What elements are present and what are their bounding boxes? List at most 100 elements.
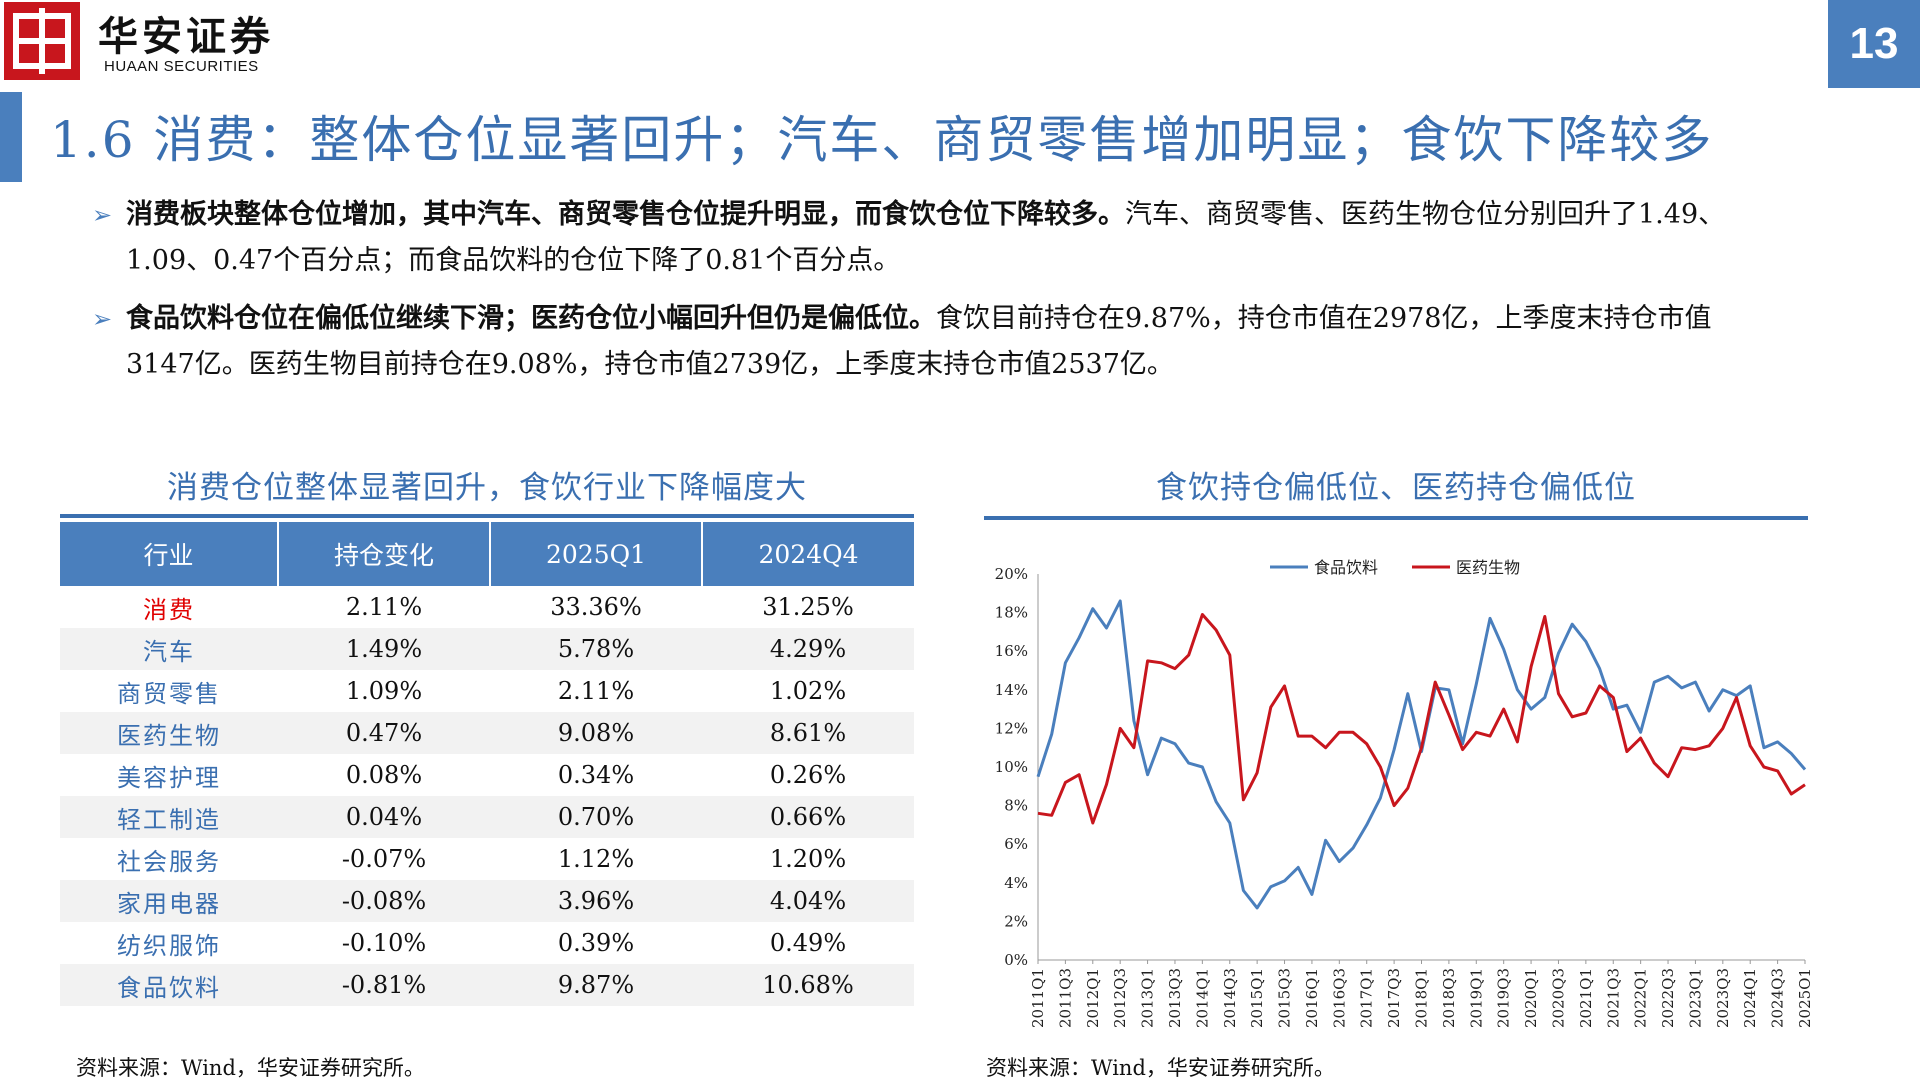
x-tick-label: 2020Q1: [1522, 968, 1540, 1028]
cell-industry: 消费: [143, 595, 195, 624]
cell-2025q1: 0.34%: [557, 761, 635, 789]
table-row: 家用电器 -0.08% 3.96% 4.04%: [60, 880, 914, 922]
cell-change: 1.09%: [345, 677, 423, 705]
x-tick-label: 2025Q1: [1796, 968, 1810, 1028]
table-title-rule: [60, 514, 914, 518]
bullet-2: ➢ 食品饮料仓位在偏低位继续下滑；医药仓位小幅回升但仍是偏低位。食饮目前持仓在9…: [92, 296, 1766, 388]
x-tick-label: 2023Q1: [1686, 968, 1704, 1028]
huaan-logo-icon: [4, 2, 80, 80]
y-tick-label: 0%: [1004, 951, 1028, 969]
cell-2025q1: 9.08%: [490, 712, 702, 754]
x-tick-label: 2021Q1: [1577, 968, 1595, 1028]
table-row: 纺织服饰 -0.10% 0.39% 0.49%: [60, 922, 914, 964]
x-tick-label: 2016Q3: [1330, 968, 1348, 1028]
table-row: 美容护理 0.08% 0.34% 0.26%: [60, 754, 914, 796]
legend-label: 医药生物: [1456, 558, 1520, 577]
y-tick-label: 10%: [995, 758, 1028, 776]
x-tick-label: 2015Q1: [1248, 968, 1266, 1028]
cell-2024q4: 10.68%: [702, 964, 914, 1006]
bullet-1-text: 汽车、商贸零售、医药生物仓位分别回升了1.49、1.09、0.47个百分点；而食…: [126, 199, 1726, 276]
table-row: 商贸零售 1.09% 2.11% 1.02%: [60, 670, 914, 712]
x-tick-label: 2014Q1: [1193, 968, 1211, 1028]
x-tick-label: 2022Q3: [1659, 968, 1677, 1028]
cell-2025q1: 0.70%: [490, 796, 702, 838]
cell-2025q1: 33.36%: [550, 593, 642, 621]
cell-industry: 食品饮料: [60, 964, 278, 1006]
x-tick-label: 2013Q3: [1166, 968, 1184, 1028]
industry-position-table: 行业 持仓变化 2025Q1 2024Q4 消费 2.11% 33.36% 31.25…: [60, 522, 914, 1006]
cell-industry: 医药生物: [60, 712, 278, 754]
cell-2024q4: 0.26%: [769, 761, 847, 789]
cell-2025q1: 3.96%: [490, 880, 702, 922]
cell-2024q4: 4.29%: [702, 628, 914, 670]
header-2025q1: 2025Q1: [490, 522, 703, 586]
bullet-arrow-icon: ➢: [92, 201, 113, 229]
cell-2024q4: 31.25%: [762, 593, 854, 621]
cell-change: 0.47%: [278, 712, 490, 754]
x-tick-label: 2011Q3: [1056, 968, 1074, 1028]
table-title: 消费仓位整体显著回升，食饮行业下降幅度大: [167, 470, 807, 506]
x-tick-label: 2022Q1: [1632, 968, 1650, 1028]
title-accent-bar: [0, 92, 22, 182]
cell-change: 0.04%: [278, 796, 490, 838]
cell-industry: 美容护理: [117, 763, 221, 792]
x-tick-label: 2016Q1: [1303, 968, 1321, 1028]
series-line-food-beverage: [1036, 599, 1807, 910]
cell-industry: 商贸零售: [117, 679, 221, 708]
cell-change: -0.81%: [278, 964, 490, 1006]
table-source-note: 资料来源：Wind，华安证券研究所。: [76, 1056, 425, 1080]
cell-change: 2.11%: [345, 593, 423, 621]
y-tick-label: 20%: [995, 565, 1028, 583]
x-tick-label: 2019Q1: [1467, 968, 1485, 1028]
cell-change: -0.07%: [341, 845, 427, 873]
table-row: 医药生物 0.47% 9.08% 8.61%: [60, 712, 914, 754]
brand-name-cn: 华安证券: [98, 13, 274, 60]
y-tick-label: 16%: [995, 642, 1028, 660]
series-line-pharma: [1037, 613, 1806, 825]
table-row: 汽车 1.49% 5.78% 4.29%: [60, 628, 914, 670]
cell-2024q4: 0.66%: [702, 796, 914, 838]
table-header-row: 行业 持仓变化 2025Q1 2024Q4: [60, 522, 914, 586]
x-tick-label: 2012Q1: [1084, 968, 1102, 1028]
cell-2025q1: 2.11%: [557, 677, 635, 705]
table-row: 轻工制造 0.04% 0.70% 0.66%: [60, 796, 914, 838]
x-tick-label: 2020Q3: [1549, 968, 1567, 1028]
y-tick-label: 6%: [1004, 835, 1028, 853]
cell-2024q4: 1.02%: [769, 677, 847, 705]
x-tick-label: 2018Q1: [1413, 968, 1431, 1028]
table-row: 社会服务 -0.07% 1.12% 1.20%: [60, 838, 914, 880]
x-tick-label: 2019Q3: [1495, 968, 1513, 1028]
legend-label: 食品饮料: [1314, 558, 1378, 577]
y-tick-label: 14%: [995, 681, 1028, 699]
cell-industry: 家用电器: [60, 880, 278, 922]
x-tick-label: 2024Q3: [1769, 968, 1787, 1028]
x-tick-label: 2018Q3: [1440, 968, 1458, 1028]
cell-2025q1: 5.78%: [490, 628, 702, 670]
bullet-2-bold: 食品饮料仓位在偏低位继续下滑；医药仓位小幅回升但仍是偏低位。: [126, 303, 936, 334]
cell-change: -0.08%: [278, 880, 490, 922]
x-tick-label: 2021Q3: [1604, 968, 1622, 1028]
header-industry: 行业: [60, 522, 279, 586]
y-tick-label: 4%: [1004, 874, 1028, 892]
cell-2024q4: 0.49%: [769, 929, 847, 957]
cell-industry: 轻工制造: [60, 796, 278, 838]
x-tick-label: 2023Q3: [1714, 968, 1732, 1028]
page-number: 13: [1828, 0, 1920, 88]
cell-change: -0.10%: [341, 929, 427, 957]
x-tick-label: 2012Q3: [1111, 968, 1129, 1028]
bullet-1-bold: 消费板块整体仓位增加，其中汽车、商贸零售仓位提升明显，而食饮仓位下降较多。: [126, 199, 1125, 230]
chart-title-rule: [984, 516, 1808, 520]
x-tick-label: 2024Q1: [1741, 968, 1759, 1028]
position-line-chart: 0% 2% 4% 6% 8% 10% 12% 14% 16% 18% 20% 2011Q1 2011Q3…: [995, 558, 1810, 1028]
header-2024q4: 2024Q4: [702, 522, 914, 586]
chart-title: 食饮持仓偏低位、医药持仓偏低位: [1156, 470, 1636, 506]
bullet-1: ➢ 消费板块整体仓位增加，其中汽车、商贸零售仓位提升明显，而食饮仓位下降较多。汽…: [92, 192, 1766, 284]
page-title: 1.6 消费：整体仓位显著回升；汽车、商贸零售增加明显；食饮下降较多: [50, 111, 1714, 169]
table-row: 食品饮料 -0.81% 9.87% 10.68%: [60, 964, 914, 1006]
cell-2025q1: 1.12%: [557, 845, 635, 873]
y-tick-label: 8%: [1004, 797, 1028, 815]
bullet-arrow-icon: ➢: [92, 305, 113, 333]
cell-change: 1.49%: [278, 628, 490, 670]
header-change: 持仓变化: [278, 522, 491, 586]
brand-name-en: HUAAN SECURITIES: [104, 58, 259, 75]
